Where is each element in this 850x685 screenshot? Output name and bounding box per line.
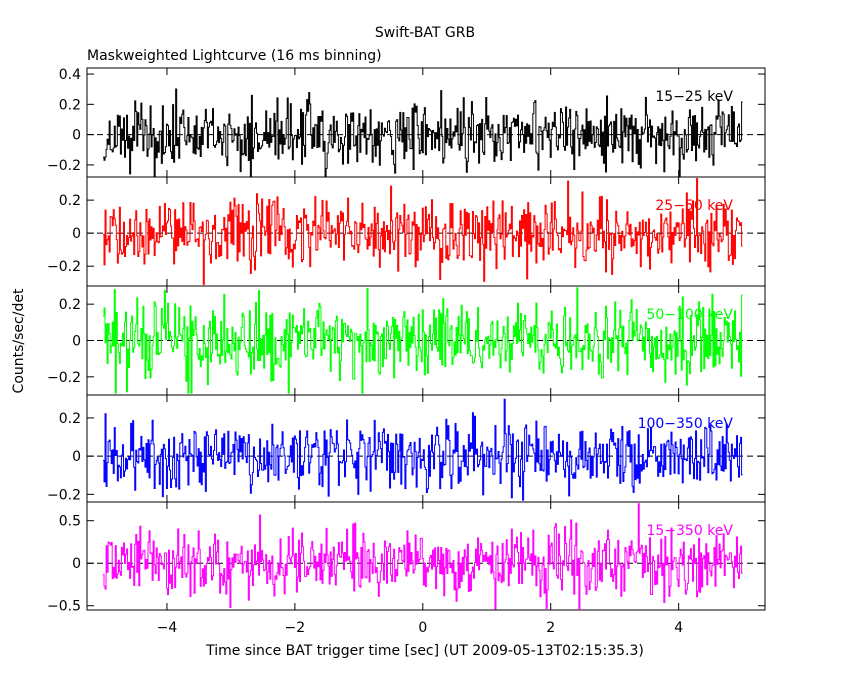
panel-50-100-kev: −0.2 0 0.2 50−100 keV: [47, 285, 766, 396]
y-tick-label: −0.2: [47, 158, 81, 174]
panel-label: 15−350 keV: [646, 523, 733, 539]
x-tick-label: 0: [418, 620, 427, 636]
y-tick-label: 0.2: [59, 97, 81, 113]
figure-title: Swift-BAT GRB: [375, 25, 475, 41]
y-tick-label: 0: [72, 449, 81, 465]
panel-label: 100−350 keV: [638, 416, 734, 432]
figure-subtitle: Maskweighted Lightcurve (16 ms binning): [87, 48, 382, 64]
y-tick-label: 0.2: [59, 193, 81, 209]
panels-group: −0.200.20.415−25 keV−0.200.2 25−50 keV−0.…: [47, 67, 766, 636]
y-axis-label: Counts/sec/det: [11, 288, 27, 393]
y-tick-label: 0.2: [59, 411, 81, 427]
panel-label: 50−100 keV: [646, 307, 733, 323]
y-tick-label: 0.2: [59, 297, 81, 313]
y-tick-label: 0: [72, 334, 81, 350]
panel-label: 15−25 keV: [655, 89, 733, 105]
y-tick-label: 0.4: [59, 67, 81, 83]
x-tick-label: −2: [285, 620, 306, 636]
panel-25-50-kev: −0.2 0 0.2 25−50 keV: [47, 176, 766, 287]
panel-15-350-kev: −0.5 0 0.5 15−350 keV: [47, 501, 766, 615]
y-tick-label: 0.5: [59, 514, 81, 530]
x-tick-labels: −4 −2 0 2 4: [157, 620, 684, 636]
series-line: [102, 178, 743, 285]
panel-frame: [86, 501, 766, 611]
panel-label: 25−50 keV: [655, 198, 733, 214]
x-tick-label: 2: [546, 620, 555, 636]
series-line: [102, 287, 743, 394]
series-line: [102, 398, 743, 501]
y-tick-label: 0: [72, 556, 81, 572]
y-tick-label: −0.2: [47, 487, 81, 503]
panel-100-350-kev: −0.2 0 0.2 100−350 keV: [47, 394, 766, 503]
y-tick-label: −0.2: [47, 259, 81, 275]
y-tick-label: 0: [72, 226, 81, 242]
x-tick-label: −4: [157, 620, 178, 636]
x-axis-label: Time since BAT trigger time [sec] (UT 20…: [205, 643, 644, 659]
y-tick-label: 0: [72, 128, 81, 144]
y-tick-label: −0.5: [47, 599, 81, 615]
x-tick-label: 4: [674, 620, 683, 636]
panel-15-25-kev: −0.2 0 0.2 0.4 15−25 keV: [47, 67, 766, 178]
y-tick-label: −0.2: [47, 370, 81, 386]
series-line: [102, 503, 743, 610]
series-line: [102, 88, 743, 177]
